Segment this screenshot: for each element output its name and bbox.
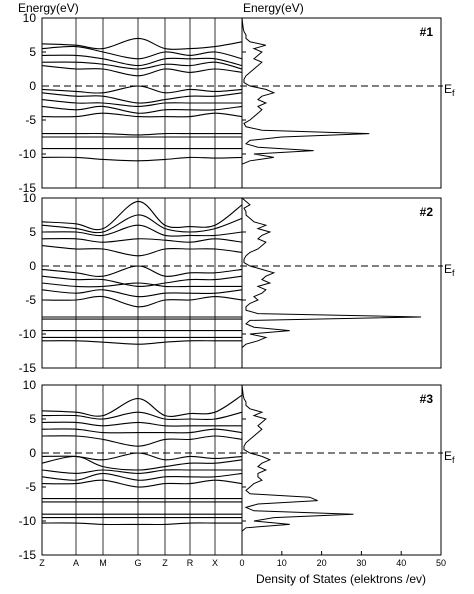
y-tick-label: 10	[23, 378, 37, 392]
y-tick-label: -5	[25, 113, 36, 127]
band	[41, 469, 242, 474]
band	[41, 54, 243, 67]
band	[41, 394, 243, 417]
band	[41, 214, 243, 234]
panel-label: #1	[420, 25, 434, 39]
band	[41, 112, 243, 118]
band	[41, 245, 243, 257]
band	[41, 295, 243, 308]
x-tick-label: 0	[239, 558, 244, 568]
band	[41, 289, 243, 298]
y-tick-label: 0	[29, 79, 36, 93]
y-tick-label: -5	[25, 480, 36, 494]
band	[41, 92, 243, 104]
band	[41, 61, 243, 70]
fermi-label: Ef	[444, 449, 455, 465]
band	[41, 435, 243, 447]
band	[41, 200, 243, 231]
y-tick-label: -5	[25, 293, 36, 307]
band	[41, 522, 243, 526]
dos-axis-label: Energy(eV)	[243, 1, 304, 15]
fermi-sub: f	[452, 88, 455, 98]
x-tick-label: 50	[436, 558, 446, 568]
band	[41, 265, 243, 277]
k-label: G	[134, 558, 141, 568]
y-tick-label: -10	[19, 514, 37, 528]
y-tick-label: -10	[19, 327, 37, 341]
band	[41, 238, 243, 243]
band	[41, 105, 243, 114]
band	[41, 340, 242, 345]
x-tick-label: 20	[317, 558, 327, 568]
fermi-sub: f	[452, 268, 455, 278]
band	[41, 99, 242, 107]
y-tick-label: 5	[29, 45, 36, 59]
band	[41, 411, 243, 421]
k-label: Z	[162, 558, 168, 568]
k-label: Z	[39, 558, 45, 568]
x-tick-label: 10	[277, 558, 287, 568]
band	[42, 132, 242, 136]
band	[41, 224, 243, 237]
band	[41, 85, 243, 94]
dos-curve	[241, 384, 354, 535]
y-axis-label: Energy(eV)	[18, 1, 79, 15]
y-tick-label: -15	[19, 181, 37, 195]
band	[41, 65, 243, 77]
band	[41, 479, 243, 488]
fermi-label: Ef	[444, 262, 455, 278]
band	[41, 275, 243, 288]
band	[41, 472, 243, 481]
k-label: R	[187, 558, 194, 568]
y-tick-label: 5	[29, 225, 36, 239]
y-tick-label: 0	[29, 446, 36, 460]
band	[41, 282, 242, 288]
fermi-sub: f	[452, 455, 455, 465]
y-tick-label: -15	[19, 548, 37, 562]
band	[41, 421, 242, 427]
band	[41, 455, 243, 471]
panel-label: #3	[420, 392, 434, 406]
y-tick-label: 0	[29, 259, 36, 273]
k-label: M	[99, 558, 107, 568]
fermi-main: E	[444, 262, 452, 276]
band	[41, 428, 243, 434]
band	[41, 156, 243, 162]
fermi-label: Ef	[444, 82, 455, 98]
y-tick-label: -10	[19, 147, 37, 161]
fermi-main: E	[444, 82, 452, 96]
k-label: A	[73, 558, 79, 568]
k-label: X	[212, 558, 218, 568]
dos-curve	[241, 17, 370, 168]
y-tick-label: -15	[19, 361, 37, 375]
y-tick-label: 10	[23, 11, 37, 25]
x-tick-label: 30	[356, 558, 366, 568]
fermi-main: E	[444, 449, 452, 463]
x-tick-label: 40	[396, 558, 406, 568]
band	[41, 37, 243, 50]
y-tick-label: 10	[23, 191, 37, 205]
panel-label: #2	[420, 205, 434, 219]
x-axis-label: Density of States (elektrons /ev)	[256, 572, 426, 586]
band	[41, 45, 243, 60]
dos-curve	[241, 197, 422, 348]
y-tick-label: 5	[29, 412, 36, 426]
